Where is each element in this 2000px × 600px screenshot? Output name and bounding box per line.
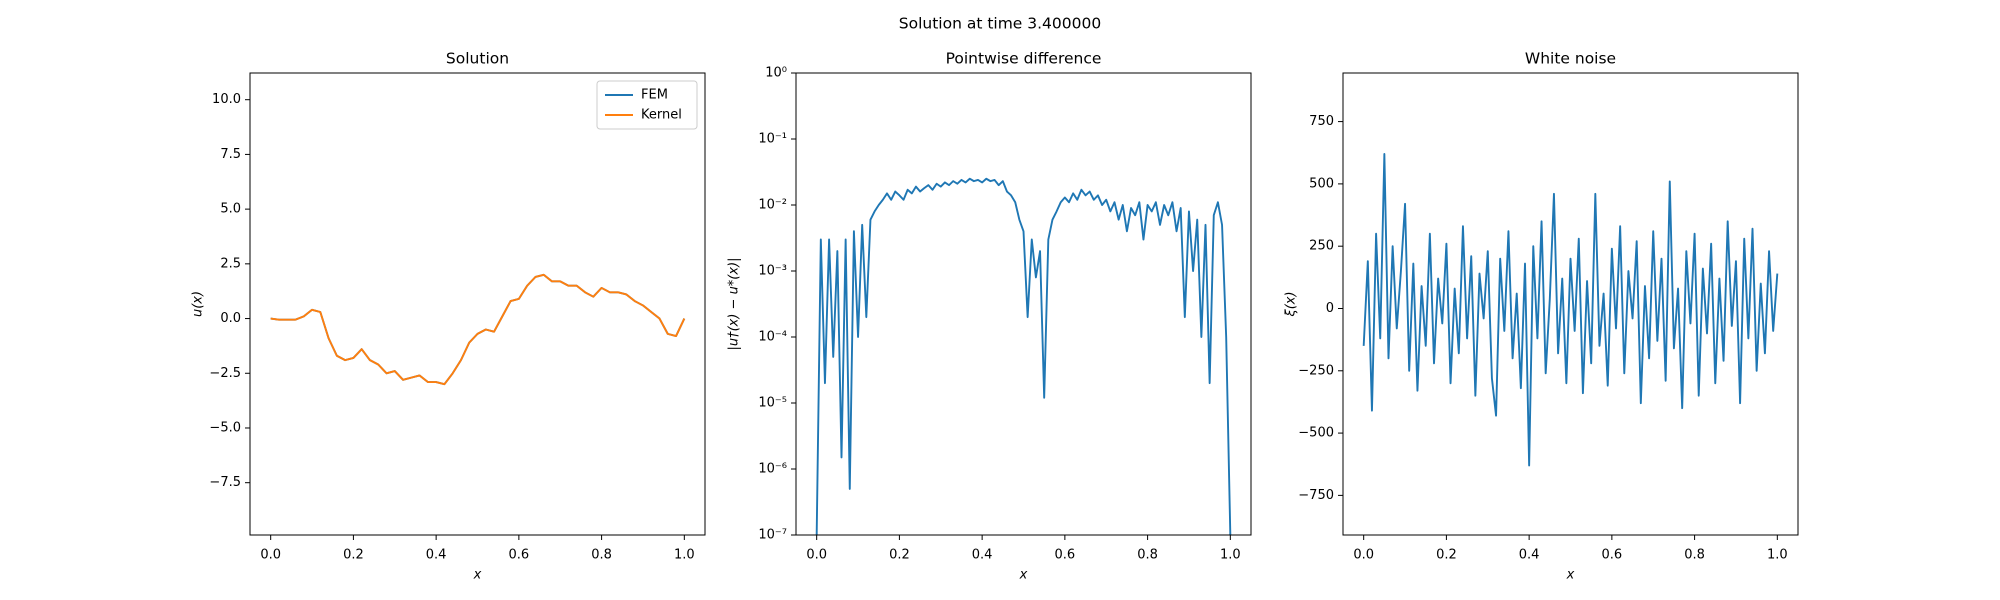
x-tick-label: 0.0: [806, 548, 827, 563]
x-tick-label: 0.2: [1436, 548, 1457, 563]
y-tick-label: 10⁻²: [758, 198, 787, 213]
x-tick-label: 0.4: [972, 548, 993, 563]
y-tick-label: 10⁻⁴: [758, 330, 787, 345]
y-tick-label: 10⁻⁵: [758, 396, 787, 411]
y-axis-label: u(x): [191, 291, 206, 317]
y-tick-label: −7.5: [209, 475, 241, 490]
x-axis-label: x: [1019, 568, 1028, 583]
axes-frame: [795, 72, 1252, 536]
x-tick-label: 0.8: [591, 548, 612, 563]
legend-label: FEM: [641, 88, 668, 103]
x-tick-label: 0.0: [1353, 548, 1374, 563]
axes-frame: [249, 72, 706, 536]
x-tick-label: 0.2: [889, 548, 910, 563]
x-tick-label: 0.4: [426, 548, 447, 563]
x-axis-label: x: [473, 568, 482, 583]
axes-frame: [1342, 72, 1799, 536]
y-tick-label: 500: [1309, 176, 1334, 191]
x-tick-label: 1.0: [674, 548, 695, 563]
legend: FEM Kernel: [596, 80, 698, 130]
y-tick-label: 7.5: [220, 147, 241, 162]
axes-title: White noise: [1525, 50, 1616, 68]
y-tick-label: −250: [1298, 363, 1334, 378]
x-tick-label: 0.0: [260, 548, 281, 563]
x-tick-label: 0.6: [1602, 548, 1623, 563]
y-tick-label: 10⁻⁶: [758, 462, 787, 477]
y-tick-label: 10⁻⁷: [758, 528, 787, 543]
x-tick-label: 0.6: [1055, 548, 1076, 563]
x-tick-label: 0.8: [1684, 548, 1705, 563]
x-tick-label: 1.0: [1220, 548, 1241, 563]
series-line: [815, 177, 1232, 536]
y-tick-label: 2.5: [220, 256, 241, 271]
y-tick-label: −750: [1298, 488, 1334, 503]
y-tick-label: −500: [1298, 426, 1334, 441]
y-tick-label: 250: [1309, 239, 1334, 254]
axes-title: Pointwise difference: [946, 50, 1102, 68]
y-tick-label: 10⁰: [765, 66, 787, 81]
x-tick-label: 0.4: [1519, 548, 1540, 563]
y-tick-label: −2.5: [209, 366, 241, 381]
x-tick-label: 0.8: [1137, 548, 1158, 563]
x-axis-label: x: [1566, 568, 1575, 583]
y-tick-label: 750: [1309, 114, 1334, 129]
x-tick-label: 1.0: [1767, 548, 1788, 563]
series-line: [270, 273, 686, 386]
legend-label: Kernel: [641, 108, 682, 123]
y-axis-label: ξ(x): [1284, 291, 1299, 317]
y-tick-label: 0: [1326, 301, 1334, 316]
y-tick-label: 10⁻³: [758, 264, 787, 279]
x-tick-label: 0.2: [343, 548, 364, 563]
figure-title: Solution at time 3.400000: [899, 15, 1101, 33]
series-line: [1362, 153, 1779, 467]
y-axis-label: |u†(x) − u*(x)|: [727, 257, 742, 350]
y-tick-label: 0.0: [220, 311, 241, 326]
y-tick-label: 5.0: [220, 202, 241, 217]
y-tick-label: −5.0: [209, 420, 241, 435]
y-tick-label: 10.0: [212, 92, 241, 107]
y-tick-label: 10⁻¹: [758, 132, 787, 147]
x-tick-label: 0.6: [509, 548, 530, 563]
axes-title: Solution: [446, 50, 509, 68]
legend-box: [596, 80, 698, 130]
